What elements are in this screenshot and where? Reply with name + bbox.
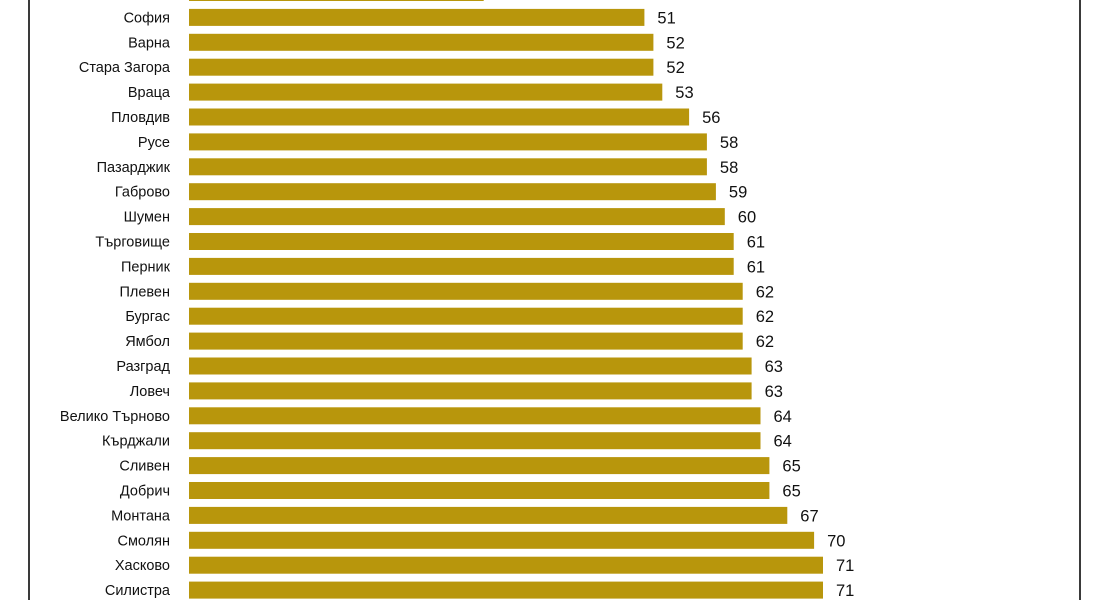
value-label: 58 <box>720 134 738 152</box>
bar <box>189 407 761 425</box>
category-label: Разград <box>116 359 170 375</box>
bar <box>189 282 743 300</box>
value-label: 58 <box>720 159 738 177</box>
bar <box>189 482 770 499</box>
category-label: Ловеч <box>130 384 170 400</box>
bar <box>189 208 725 226</box>
value-label: 64 <box>774 433 792 451</box>
value-label: 64 <box>774 408 792 426</box>
bar <box>189 183 716 201</box>
bar <box>189 432 761 450</box>
value-label: 65 <box>782 458 800 476</box>
bar <box>189 83 663 101</box>
category-label: Габрово <box>115 185 170 201</box>
bar <box>189 307 743 325</box>
category-label: Търговище <box>95 235 170 251</box>
category-label: Кърджали <box>102 434 170 450</box>
value-label: 70 <box>827 532 845 550</box>
value-label: 71 <box>836 582 854 600</box>
bar <box>189 531 815 549</box>
bar <box>189 33 654 51</box>
category-label: Шумен <box>124 210 170 226</box>
value-label: 59 <box>729 184 747 202</box>
category-label: Монтана <box>111 508 171 524</box>
bar <box>189 133 707 151</box>
bar <box>189 357 752 375</box>
category-label: Силистра <box>105 583 171 599</box>
value-label: 67 <box>800 507 818 525</box>
bar <box>189 382 752 400</box>
frame-left-border <box>28 0 30 600</box>
value-label: 62 <box>756 333 774 351</box>
bar <box>189 233 734 250</box>
value-label: 62 <box>756 308 774 326</box>
value-label: 62 <box>756 283 774 301</box>
bar <box>189 556 823 574</box>
value-label: 53 <box>675 84 693 102</box>
category-label: Бургас <box>125 309 170 325</box>
value-label: 51 <box>657 9 675 27</box>
category-label: Хасково <box>115 558 170 574</box>
category-label: Добрич <box>120 484 170 500</box>
category-label: Смолян <box>117 533 170 549</box>
bar <box>189 158 707 176</box>
value-label: 61 <box>747 234 765 252</box>
value-label: 52 <box>666 34 684 52</box>
bar <box>189 0 484 1</box>
value-label: 60 <box>738 209 756 227</box>
value-label: 63 <box>765 383 783 401</box>
bar <box>189 581 823 599</box>
bar <box>189 457 770 475</box>
category-label: Варна <box>128 35 171 51</box>
category-label: Перник <box>121 259 171 275</box>
category-label: Плевен <box>119 284 170 300</box>
value-label: 65 <box>782 483 800 501</box>
value-label: 61 <box>747 258 765 276</box>
bar <box>189 332 743 350</box>
value-label: 56 <box>702 109 720 127</box>
category-label: София <box>124 10 170 26</box>
category-label: Пловдив <box>111 110 170 126</box>
category-label: Стара Загора <box>79 60 171 76</box>
category-label: Русе <box>138 135 170 151</box>
category-label: Велико Търново <box>60 409 170 425</box>
category-label: Ямбол <box>125 334 170 350</box>
category-label: Враца <box>128 85 171 101</box>
bar <box>189 108 690 126</box>
bar <box>189 257 734 275</box>
value-label: 52 <box>666 59 684 77</box>
value-label: 71 <box>836 557 854 575</box>
bar <box>189 8 645 26</box>
category-label: Пазарджик <box>97 160 171 176</box>
frame-right-border <box>1079 0 1081 600</box>
bar <box>189 58 654 76</box>
bar <box>189 506 788 524</box>
category-label: Сливен <box>119 459 170 475</box>
value-label: 63 <box>765 358 783 376</box>
